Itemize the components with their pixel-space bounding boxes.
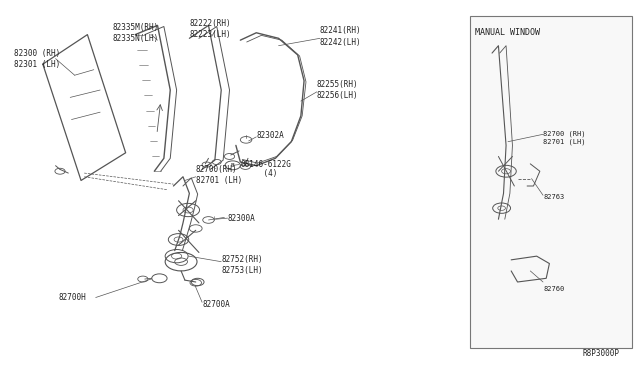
- Text: 82700A: 82700A: [202, 300, 230, 309]
- Text: 82700 (RH)
82701 (LH): 82700 (RH) 82701 (LH): [543, 131, 586, 145]
- Text: 82335M(RH)
82335N(LH): 82335M(RH) 82335N(LH): [113, 23, 159, 43]
- Text: 82300 (RH)
82301 (LH): 82300 (RH) 82301 (LH): [14, 49, 60, 69]
- Text: MANUAL WINDOW: MANUAL WINDOW: [475, 28, 540, 37]
- Text: 82255(RH)
82256(LH): 82255(RH) 82256(LH): [317, 80, 358, 100]
- Text: 82700(RH)
82701 (LH): 82700(RH) 82701 (LH): [196, 165, 242, 185]
- Text: B: B: [231, 163, 235, 168]
- Text: 82241(RH)
82242(LH): 82241(RH) 82242(LH): [320, 26, 362, 46]
- Text: R8P3000P: R8P3000P: [582, 349, 620, 358]
- Text: 82763: 82763: [543, 194, 564, 200]
- Text: 82300A: 82300A: [228, 214, 255, 222]
- Text: 82222(RH)
82223(LH): 82222(RH) 82223(LH): [189, 19, 231, 39]
- Text: 82760: 82760: [543, 286, 564, 292]
- Text: 82700H: 82700H: [59, 293, 86, 302]
- Text: 82302A: 82302A: [256, 131, 284, 140]
- Text: (4): (4): [245, 169, 277, 178]
- Text: 08146-6122G: 08146-6122G: [241, 160, 291, 169]
- Bar: [470, 16, 632, 349]
- Text: 82752(RH)
82753(LH): 82752(RH) 82753(LH): [221, 255, 263, 275]
